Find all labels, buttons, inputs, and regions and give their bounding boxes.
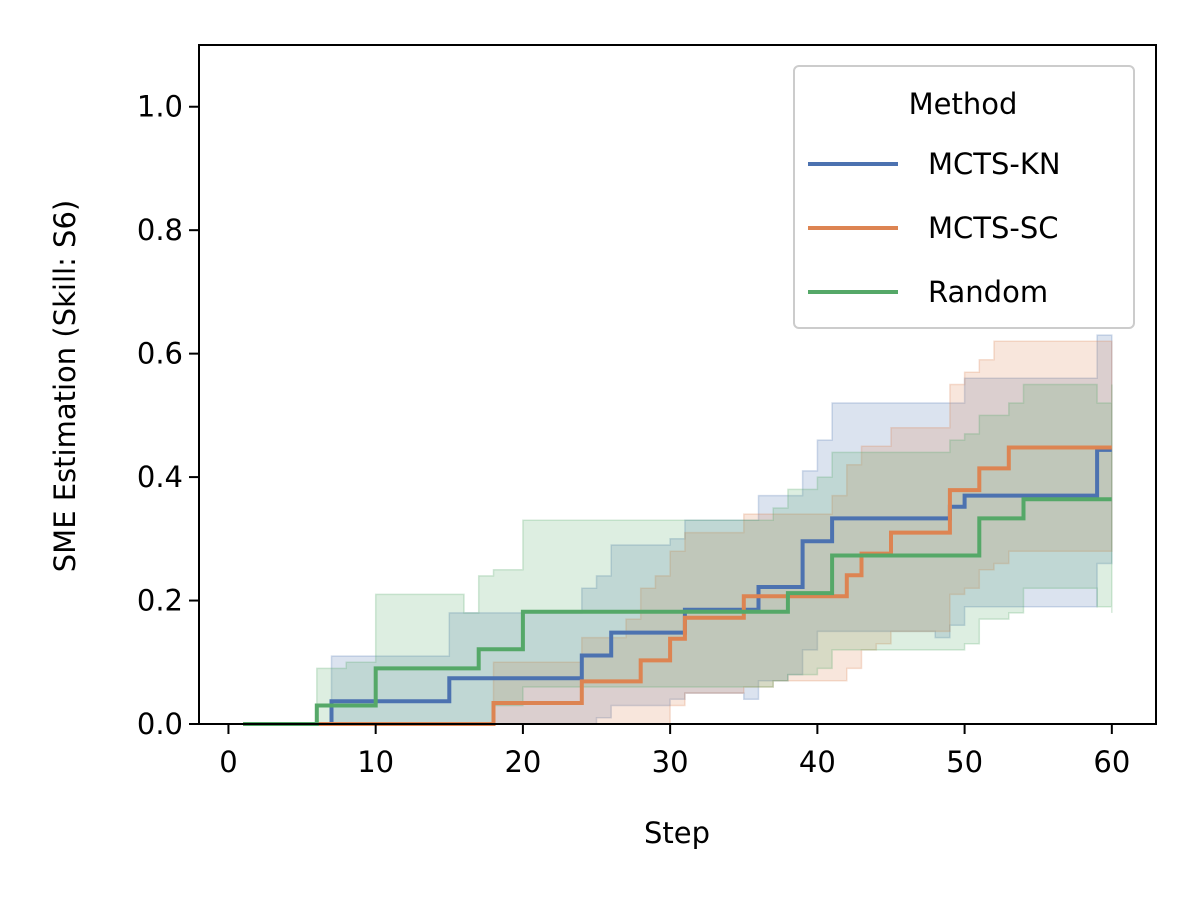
- y-tick-label: 1.0: [137, 90, 183, 124]
- legend-label-mcts-sc: MCTS-SC: [928, 211, 1059, 245]
- y-tick-label: 0.8: [137, 213, 183, 247]
- legend-box: [793, 65, 1135, 329]
- band-random: [243, 383, 1113, 725]
- line-mcts-sc: [243, 445, 1112, 726]
- plot-area-frame: [198, 44, 1157, 725]
- x-axis-label: Step: [644, 816, 710, 850]
- x-axis-ticks: 0 10 20 30 40 50 60: [219, 724, 1130, 779]
- x-tick-label: 60: [1093, 745, 1130, 779]
- y-tick-label: 0.4: [137, 460, 183, 494]
- legend-items: MCTS-KN MCTS-SC Random: [808, 147, 1061, 309]
- y-axis-ticks: 0.0 0.2 0.4 0.6 0.8 1.0: [137, 90, 199, 741]
- series-lines: [243, 445, 1112, 726]
- band-mcts-sc: [243, 340, 1113, 725]
- x-tick-label: 50: [946, 745, 983, 779]
- x-tick-label: 20: [504, 745, 541, 779]
- y-axis-label: SME Estimation (Skill: S6): [48, 200, 82, 572]
- x-tick-label: 10: [357, 745, 394, 779]
- legend-label-mcts-kn: MCTS-KN: [928, 147, 1061, 181]
- y-tick-label: 0.0: [137, 707, 183, 741]
- legend-label-random: Random: [928, 275, 1048, 309]
- line-random: [243, 497, 1112, 726]
- legend: Method MCTS-KN MCTS-SC Random: [793, 65, 1135, 329]
- legend-title: Method: [909, 87, 1018, 121]
- x-tick-label: 40: [799, 745, 836, 779]
- x-tick-label: 0: [219, 745, 237, 779]
- x-tick-label: 30: [652, 745, 689, 779]
- y-tick-label: 0.2: [137, 584, 183, 618]
- y-tick-label: 0.6: [137, 337, 183, 371]
- confidence-bands: [243, 334, 1113, 725]
